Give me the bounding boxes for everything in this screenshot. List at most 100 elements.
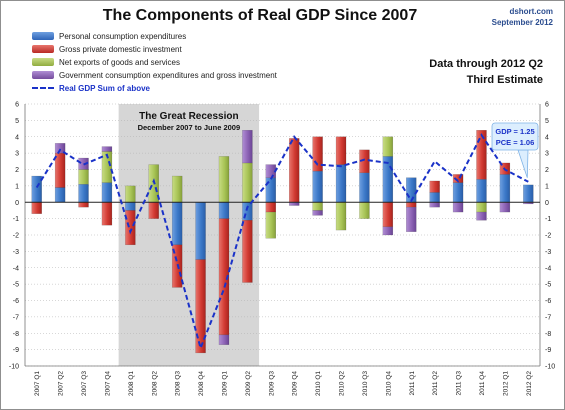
y-tick-right: -2: [545, 233, 551, 240]
legend: Personal consumption expenditures Gross …: [32, 30, 277, 95]
legend-swatch-gdp-line: [32, 86, 54, 89]
bar-pce: [312, 170, 323, 203]
legend-item-government: Government consumption expenditures and …: [32, 69, 277, 82]
y-tick-left: 3: [15, 151, 19, 158]
bar-net-exports: [382, 136, 394, 157]
bar-pce: [359, 172, 370, 203]
bar-net-exports: [359, 202, 370, 219]
bar-investment: [429, 180, 440, 193]
y-tick-left: -3: [13, 249, 19, 256]
bar-pce: [523, 184, 534, 203]
callout-pointer: [517, 149, 529, 178]
legend-swatch-investment: [32, 44, 54, 53]
y-tick-right: -7: [545, 314, 551, 321]
bar-investment: [54, 152, 66, 188]
y-tick-right: -8: [545, 331, 551, 338]
legend-item-net-exports: Net exports of goods and services: [32, 56, 277, 69]
y-tick-left: 5: [15, 118, 19, 125]
bar-pce: [265, 177, 276, 203]
legend-item-investment: Gross private domestic investment: [32, 43, 277, 56]
y-tick-left: 0: [15, 200, 19, 207]
y-tick-left: -7: [13, 314, 19, 321]
bar-pce: [218, 202, 230, 219]
bar-investment: [78, 202, 89, 208]
y-tick-right: 6: [545, 102, 549, 109]
x-tick-label: 2007 Q1: [34, 371, 41, 396]
x-tick-label: 2008 Q2: [151, 371, 158, 396]
legend-label-gdp-line: Real GDP Sum of above: [59, 84, 150, 93]
bar-pce: [429, 192, 440, 203]
y-tick-left: 4: [15, 134, 19, 141]
y-tick-right: -10: [545, 364, 555, 371]
callout-gdp: GDP = 1.25: [495, 127, 534, 136]
bar-investment: [31, 202, 42, 214]
bar-government: [101, 146, 113, 152]
bar-net-exports: [312, 202, 323, 211]
legend-label-pce: Personal consumption expenditures: [59, 32, 187, 41]
legend-item-pce: Personal consumption expenditures: [32, 30, 277, 43]
y-tick-left: -2: [13, 233, 19, 240]
y-tick-right: 2: [545, 167, 549, 174]
x-tick-label: 2010 Q1: [315, 371, 322, 396]
y-tick-right: 5: [545, 118, 549, 125]
bar-government: [218, 334, 230, 345]
y-tick-right: -9: [545, 347, 551, 354]
y-tick-right: 4: [545, 134, 549, 141]
bar-investment: [335, 136, 347, 165]
y-tick-right: -4: [545, 265, 551, 272]
bar-pce: [125, 202, 136, 211]
y-tick-left: -10: [9, 364, 19, 371]
bar-investment: [101, 202, 113, 226]
bar-net-exports: [125, 185, 136, 203]
bar-pce: [54, 187, 66, 203]
callout-pce: PCE = 1.06: [496, 138, 535, 147]
gdp-line: [35, 133, 529, 352]
bar-government: [312, 210, 323, 216]
x-tick-label: 2012 Q1: [502, 371, 509, 396]
bar-net-exports: [78, 169, 89, 185]
legend-swatch-pce: [32, 31, 54, 40]
y-tick-right: 3: [545, 151, 549, 158]
source-credit: dshort.com September 2012: [492, 6, 553, 28]
bar-pce: [171, 202, 183, 246]
legend-swatch-net-exports: [32, 57, 54, 66]
bar-pce: [406, 177, 417, 203]
bar-net-exports: [476, 202, 487, 213]
x-tick-label: 2009 Q2: [245, 371, 252, 396]
recession-title: The Great Recession: [139, 111, 238, 122]
bar-pce: [335, 164, 347, 203]
data-note: Data through 2012 Q2 Third Estimate: [429, 56, 543, 88]
bar-investment: [452, 174, 464, 183]
bar-pce: [452, 182, 464, 203]
source-site: dshort.com: [509, 7, 553, 16]
y-tick-right: 1: [545, 183, 549, 190]
y-tick-right: -3: [545, 249, 551, 256]
legend-label-net-exports: Net exports of goods and services: [59, 58, 180, 67]
bar-government: [499, 202, 511, 213]
x-tick-label: 2008 Q3: [175, 371, 182, 396]
x-tick-label: 2007 Q2: [58, 371, 65, 396]
bar-net-exports: [335, 202, 347, 231]
x-tick-label: 2011 Q3: [456, 371, 463, 396]
bar-government: [452, 202, 464, 213]
bar-investment: [148, 202, 159, 219]
bar-investment: [312, 136, 323, 172]
y-tick-right: -5: [545, 282, 551, 289]
bar-investment: [195, 259, 206, 354]
data-note-line-1: Data through 2012 Q2: [429, 58, 543, 70]
y-tick-right: 0: [545, 200, 549, 207]
recession-subtitle: December 2007 to June 2009: [138, 123, 241, 132]
bar-pce: [78, 184, 89, 203]
bar-net-exports: [171, 175, 183, 203]
bar-investment: [125, 210, 136, 246]
x-tick-label: 2011 Q1: [409, 371, 416, 396]
x-tick-label: 2011 Q2: [432, 371, 439, 396]
bar-pce: [101, 182, 113, 203]
bar-government: [476, 211, 487, 221]
y-tick-left: 6: [15, 102, 19, 109]
legend-label-government: Government consumption expenditures and …: [59, 71, 277, 80]
y-tick-left: -4: [13, 265, 19, 272]
legend-label-investment: Gross private domestic investment: [59, 45, 182, 54]
